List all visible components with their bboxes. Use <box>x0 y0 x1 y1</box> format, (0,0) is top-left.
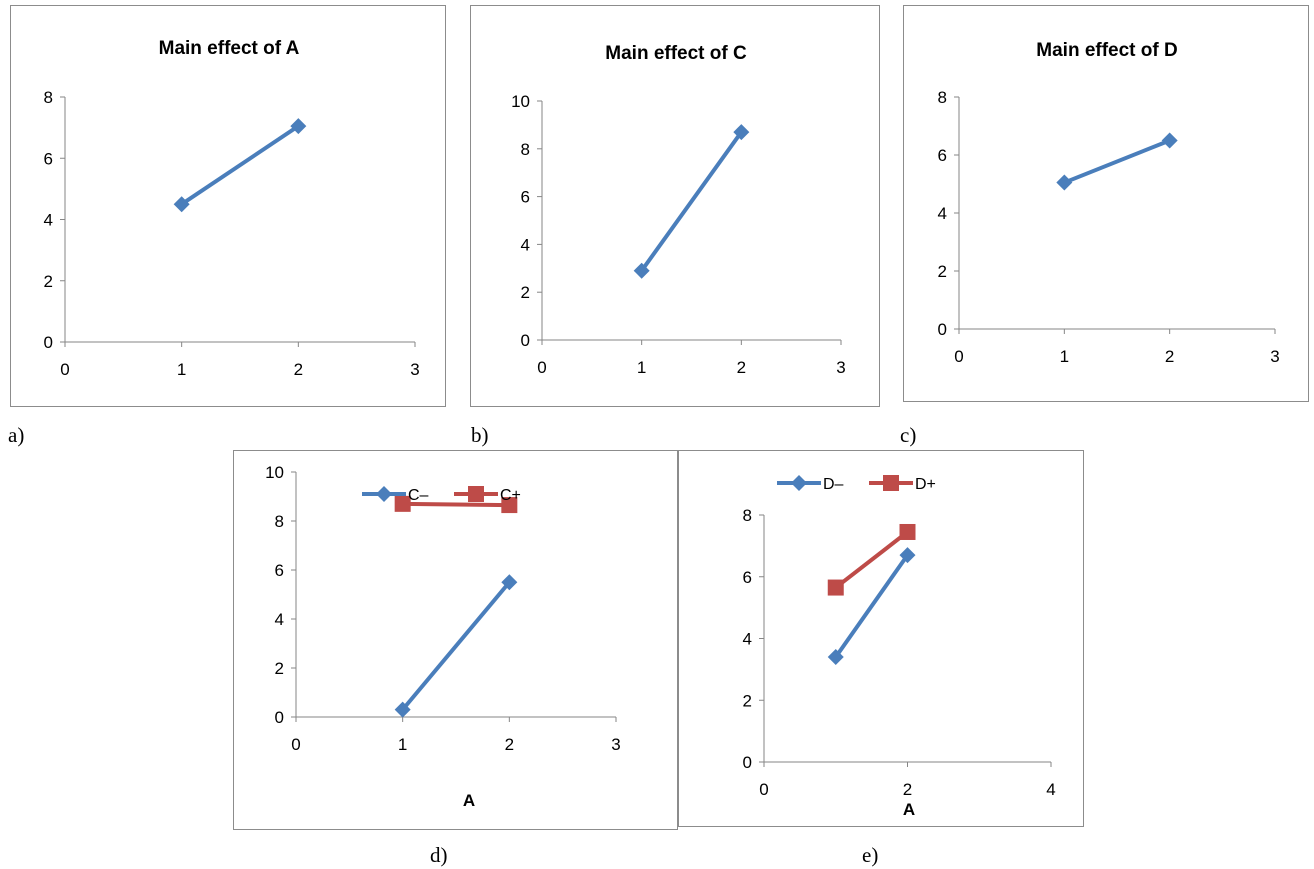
y-tick-label: 2 <box>938 262 947 281</box>
y-tick-label: 10 <box>265 463 284 482</box>
x-tick-label: 0 <box>537 358 546 377</box>
x-tick-label: 1 <box>637 358 646 377</box>
x-tick-label: 1 <box>1060 347 1069 366</box>
series-line <box>834 530 909 590</box>
x-tick-label: 0 <box>954 347 963 366</box>
y-tick-label: 8 <box>44 88 53 107</box>
legend-label: D– <box>823 476 844 493</box>
data-point <box>899 523 916 540</box>
chart-a-panel: Main effect of A 0 2 4 6 8 0 1 2 3 <box>10 5 446 407</box>
x-tick-label: 0 <box>291 735 300 754</box>
data-point <box>501 574 518 591</box>
x-tick-label: 1 <box>398 735 407 754</box>
data-point <box>899 547 916 564</box>
y-tick-label: 0 <box>44 333 53 352</box>
y-tick-label: 0 <box>938 320 947 339</box>
y-tick-label: 10 <box>511 92 530 111</box>
series-line <box>401 580 511 711</box>
chart-d-panel: 0 2 4 6 8 10 0 1 2 3 A C– C+ <box>233 450 678 830</box>
chart-title: Main effect of C <box>605 43 747 64</box>
y-tick-label: 4 <box>275 610 284 629</box>
panel-label-d: d) <box>430 843 448 867</box>
x-tick-label: 2 <box>903 780 912 799</box>
data-point <box>290 118 307 135</box>
x-tick-label: 3 <box>1270 347 1279 366</box>
y-tick-label: 6 <box>44 149 53 168</box>
legend-label: C+ <box>500 487 521 504</box>
y-tick-label: 0 <box>521 331 530 350</box>
x-tick-label: 2 <box>737 358 746 377</box>
x-axis-label: A <box>903 800 915 819</box>
data-point <box>1161 132 1178 149</box>
x-tick-label: 3 <box>611 735 620 754</box>
data-point <box>1056 174 1073 191</box>
data-point <box>173 196 190 213</box>
data-point <box>733 124 750 141</box>
chart-e: 0 2 4 6 8 0 2 4 A D– D+ <box>743 475 1056 819</box>
chart-b: Main effect of C 0 2 4 6 8 10 0 1 2 3 <box>511 43 846 377</box>
legend-label: D+ <box>915 476 936 493</box>
data-point <box>827 649 844 666</box>
chart-c: Main effect of D 0 2 4 6 8 0 1 2 3 <box>938 40 1280 366</box>
legend-marker <box>883 475 899 491</box>
legend-marker <box>791 475 807 491</box>
data-point <box>394 701 411 718</box>
chart-title: Main effect of D <box>1036 40 1177 61</box>
series-line <box>180 124 300 206</box>
x-tick-label: 0 <box>759 780 768 799</box>
chart-d: 0 2 4 6 8 10 0 1 2 3 A C– C+ <box>265 463 621 810</box>
chart-b-panel: Main effect of C 0 2 4 6 8 10 0 1 2 3 <box>470 5 880 407</box>
x-tick-label: 2 <box>505 735 514 754</box>
x-tick-label: 3 <box>410 360 419 379</box>
panel-label-b: b) <box>471 423 489 447</box>
data-point <box>827 579 844 596</box>
y-tick-label: 8 <box>521 140 530 159</box>
y-tick-label: 2 <box>521 283 530 302</box>
x-tick-label: 4 <box>1046 780 1055 799</box>
x-axis-label: A <box>463 791 475 810</box>
y-tick-label: 2 <box>44 272 53 291</box>
y-tick-label: 6 <box>521 188 530 207</box>
chart-c-panel: Main effect of D 0 2 4 6 8 0 1 2 3 <box>903 5 1309 402</box>
x-tick-label: 2 <box>294 360 303 379</box>
chart-e-panel: 0 2 4 6 8 0 2 4 A D– D+ <box>678 450 1084 827</box>
chart-a: Main effect of A 0 2 4 6 8 0 1 2 3 <box>44 38 420 379</box>
y-tick-label: 8 <box>743 506 752 525</box>
data-point <box>501 497 518 514</box>
panel-label-e: e) <box>862 843 879 867</box>
y-tick-label: 4 <box>521 235 530 254</box>
y-tick-label: 6 <box>938 146 947 165</box>
chart-title: Main effect of A <box>159 38 300 59</box>
x-tick-label: 3 <box>836 358 845 377</box>
data-point <box>394 495 411 512</box>
y-tick-label: 0 <box>743 753 752 772</box>
x-tick-label: 2 <box>1165 347 1174 366</box>
series-line <box>402 501 510 508</box>
y-tick-label: 8 <box>938 88 947 107</box>
y-tick-label: 4 <box>938 204 947 223</box>
y-tick-label: 2 <box>275 659 284 678</box>
y-tick-label: 0 <box>275 708 284 727</box>
y-tick-label: 6 <box>743 568 752 587</box>
series-line <box>834 553 910 659</box>
legend-marker <box>376 486 392 502</box>
x-tick-label: 1 <box>177 360 186 379</box>
legend-label: C– <box>408 487 429 504</box>
y-tick-label: 2 <box>743 691 752 710</box>
panel-label-c: c) <box>900 423 917 447</box>
y-tick-label: 8 <box>275 512 284 531</box>
series-line <box>640 130 743 272</box>
series-line <box>1063 138 1171 185</box>
legend-marker <box>468 486 484 502</box>
panel-label-a: a) <box>8 423 25 447</box>
y-tick-label: 4 <box>44 211 53 230</box>
y-tick-label: 6 <box>275 561 284 580</box>
data-point <box>633 262 650 279</box>
y-tick-label: 4 <box>743 630 752 649</box>
x-tick-label: 0 <box>60 360 69 379</box>
